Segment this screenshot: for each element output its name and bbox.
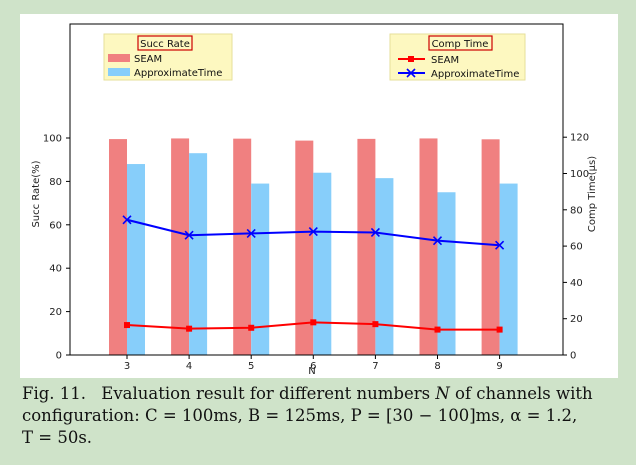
- right-axis-label: Comp Time(μs): [587, 156, 598, 232]
- chart: 0 20 40 60 80 100 0 20 40 60 80 100 120 3 4 5 6 7 8 9 N Succ …: [31, 23, 598, 377]
- x-tick-label: 4: [186, 361, 192, 372]
- caption-line-1: Fig. 11. Evaluation result for different…: [22, 383, 618, 405]
- bar-legend-swatch: [108, 54, 130, 62]
- right-tick-label: 120: [570, 133, 589, 144]
- marker-seam-7: [372, 321, 379, 328]
- marker-seam-3: [124, 322, 130, 329]
- bar-legend-entry: SEAM: [134, 54, 162, 65]
- bar-legend-swatch: [108, 68, 130, 76]
- caption-line-2: configuration: C = 100ms, B = 125ms, P =…: [22, 406, 578, 425]
- x-tick-label: 3: [124, 361, 130, 372]
- marker-seam-6: [310, 319, 317, 326]
- line-legend-entry: ApproximateTime: [431, 69, 519, 80]
- line-legend-entry: SEAM: [431, 55, 459, 66]
- caption-label: Fig. 11.: [22, 384, 87, 403]
- bar-legend-entry: ApproximateTime: [134, 68, 222, 79]
- marker-approximatetime-6: [308, 227, 318, 237]
- bar-approximatetime-6: [313, 172, 332, 355]
- x-tick-label: 6: [310, 361, 316, 372]
- figure-caption: Fig. 11. Evaluation result for different…: [22, 383, 618, 449]
- bar-legend-title-frame: [137, 35, 193, 51]
- line-legend-title: Comp Time: [432, 39, 489, 50]
- right-tick-label: 60: [570, 242, 583, 253]
- marker-seam-5: [248, 324, 255, 331]
- line-legend-marker: [406, 68, 416, 78]
- left-tick-label: 60: [49, 220, 62, 231]
- marker-seam-8: [434, 326, 441, 333]
- bar-approximatetime-9: [499, 183, 518, 355]
- marker-approximatetime-4: [184, 230, 194, 240]
- bar-seam-5: [233, 138, 252, 355]
- right-tick-label: 20: [570, 314, 583, 325]
- x-tick-label: 5: [248, 361, 254, 372]
- marker-approximatetime-3: [122, 215, 132, 225]
- bar-seam-3: [109, 139, 127, 355]
- line-legend: Comp Time SEAM ApproximateTime: [389, 33, 526, 81]
- x-axis-label: N: [308, 366, 315, 377]
- bar-approximatetime-7: [375, 178, 394, 355]
- line-legend-title-frame: [428, 35, 493, 51]
- caption-var-n: N: [435, 384, 450, 403]
- caption-line-3: T = 50s.: [22, 428, 93, 447]
- marker-seam-9: [496, 326, 503, 333]
- marker-approximatetime-5: [246, 228, 256, 238]
- left-tick-label: 100: [43, 134, 62, 145]
- bar-legend-title: Succ Rate: [140, 39, 190, 50]
- marker-seam-4: [186, 325, 193, 332]
- left-tick-label: 20: [49, 307, 62, 318]
- bar-seam-6: [295, 140, 314, 355]
- bar-seam-4: [171, 138, 190, 355]
- chart-panel: 0 20 40 60 80 100 0 20 40 60 80 100 120 3 4 5 6 7 8 9 N Succ …: [20, 14, 618, 378]
- right-tick-label: 100: [570, 169, 589, 180]
- bar-seam-9: [481, 139, 500, 355]
- marker-approximatetime-7: [370, 227, 380, 238]
- marker-approximatetime-9: [495, 240, 505, 250]
- bar-legend: Succ Rate SEAM ApproximateTime: [103, 33, 233, 81]
- bar-approximatetime-3: [127, 164, 145, 355]
- x-tick-label: 8: [434, 361, 440, 372]
- left-tick-label: 40: [49, 264, 62, 275]
- bar-approximatetime-8: [437, 192, 456, 355]
- caption-text-1: Evaluation result for different numbers: [101, 384, 431, 403]
- x-tick-label: 7: [372, 361, 378, 372]
- axes: 0 20 40 60 80 100 0 20 40 60 80 100 120 3 4 5 6 7 8 9 N Succ …: [31, 23, 598, 377]
- line-group: [122, 215, 505, 333]
- bar-approximatetime-4: [189, 153, 208, 355]
- bar-seam-7: [357, 138, 376, 355]
- caption-text-1-end: of channels with: [455, 384, 593, 403]
- left-tick-label: 80: [49, 177, 62, 188]
- right-tick-label: 80: [570, 205, 583, 216]
- right-tick-label: 0: [570, 351, 576, 362]
- plot-frame: [69, 23, 564, 356]
- bar-approximatetime-5: [251, 183, 270, 355]
- bar-group: [109, 138, 518, 355]
- right-tick-label: 40: [570, 278, 583, 289]
- left-axis-label: Succ Rate(%): [31, 160, 42, 227]
- line-legend-marker: [408, 56, 414, 62]
- x-tick-label: 9: [496, 361, 502, 372]
- left-tick-label: 0: [56, 351, 62, 362]
- marker-approximatetime-8: [432, 236, 443, 246]
- bar-seam-8: [419, 138, 438, 355]
